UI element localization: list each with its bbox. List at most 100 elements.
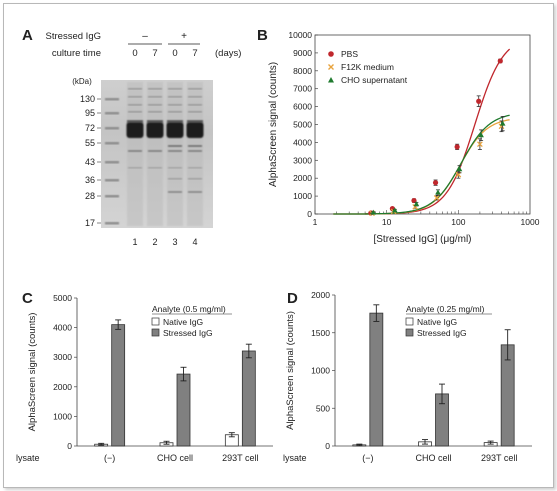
gel-marker-label: 43: [85, 157, 95, 167]
gel-faint-band: [148, 88, 162, 90]
gel-faint-band: [128, 111, 142, 113]
gel-marker-label: 72: [85, 123, 95, 133]
chart-b-y-tick-label: 5000: [293, 120, 312, 130]
chart-b-point-pbs: [476, 98, 482, 104]
chart-b: 0 1000 2000 3000 4000 5000 6000 7000 8000 9000 100…: [268, 30, 540, 245]
chart-b-legend-label: CHO supernatant: [341, 75, 408, 85]
chart-c-y-tick-label: 2000: [53, 382, 72, 392]
chart-b-point-f12k: [477, 141, 483, 148]
gel-ladder-band: [105, 142, 119, 145]
gel-time-lane2: 7: [152, 48, 157, 59]
chart-b-point-pbs: [454, 144, 460, 150]
chart-b-y-tick-label: 9000: [293, 48, 312, 58]
chart-d-y-tick-label: 1000: [311, 366, 330, 376]
chart-b-legend: PBS F12K medium CHO supernatant: [328, 49, 408, 85]
gel-marker-label: 36: [85, 175, 95, 185]
gel-ladder-band: [105, 179, 119, 182]
gel-lane-number: 2: [152, 237, 157, 247]
gel-ladder-band: [105, 98, 119, 101]
gel-lane-1: [126, 82, 144, 226]
gel-lane-4: [186, 82, 204, 226]
gel-faint-band: [148, 96, 162, 98]
chart-d-y-tick-label: 0: [325, 441, 330, 451]
chart-c-bar-stressed: [241, 350, 256, 447]
chart-b-y-tick-label: 2000: [293, 173, 312, 183]
chart-c-category-label: 293T cell: [222, 453, 258, 463]
chart-b-y-tick-label: 0: [307, 209, 312, 219]
gel-marker-label: 95: [85, 108, 95, 118]
chart-c-y-tick-label: 1000: [53, 411, 72, 421]
gel-lane-3: [166, 82, 184, 226]
chart-b-x-axis-label: [Stressed IgG] (μg/ml): [373, 234, 471, 245]
chart-b-point-cho: [456, 166, 463, 172]
gel-heavy-band: [146, 122, 164, 138]
chart-c-legend-swatch: [151, 317, 160, 326]
chart-c-y-tick-label: 5000: [53, 293, 72, 303]
gel-lane-smear: [187, 82, 203, 226]
chart-b-x-tick-label: 1: [313, 217, 318, 227]
gel-lane-number: 4: [192, 237, 197, 247]
gel-ladder-band: [105, 222, 119, 225]
chart-c-bar-stressed: [176, 373, 191, 447]
chart-d-legend-label: Stressed IgG: [417, 328, 467, 338]
chart-b-point-f12k: [433, 195, 440, 201]
gel-lane-smear: [167, 82, 183, 226]
gel-kda-label: (kDa): [72, 77, 92, 86]
chart-b-point-cho: [499, 120, 506, 126]
chart-c-lysate-label: lysate: [16, 453, 40, 463]
gel-time-lane3: 0: [172, 48, 177, 59]
gel-minor-band: [168, 167, 182, 169]
chart-c-y-axis-label: AlphaScreen signal (counts): [27, 313, 38, 432]
chart-b-point-cho: [370, 209, 377, 215]
gel-faint-band: [148, 111, 162, 113]
legend-marker-cho: [328, 77, 334, 83]
chart-b-point-pbs: [497, 58, 503, 64]
gel-faint-band: [188, 88, 202, 90]
chart-d-legend-swatch: [405, 317, 414, 326]
gel-days-label: (days): [215, 48, 241, 59]
gel-stress-minus: –: [142, 31, 148, 42]
gel-lane-smear: [127, 82, 143, 226]
legend-marker-pbs: [328, 51, 334, 57]
chart-b-fit-curve: [365, 48, 511, 215]
chart-c-legend-swatch: [151, 328, 160, 337]
gel-heavy-band: [126, 122, 144, 138]
gel-mid-band: [128, 150, 142, 152]
gel-lane-numbers: 1 2 3 4: [132, 237, 197, 247]
chart-b-point-pbs: [411, 197, 417, 204]
gel-heavy-band: [166, 122, 184, 138]
gel-faint-band: [168, 96, 182, 98]
gel-image: [101, 80, 213, 228]
gel-heavy-band: [186, 122, 204, 138]
gel-marker-label: 28: [85, 191, 95, 201]
gel-marker-labels: 130 95 72 55 43 36 28 17: [80, 94, 101, 228]
chart-c-legend-title: Analyte (0.5 mg/ml): [152, 304, 226, 314]
gel-minor-band: [148, 167, 162, 169]
gel-degradation-band: [168, 178, 182, 180]
gel-mid-band: [168, 150, 182, 152]
panel-letter-b: B: [257, 27, 268, 44]
gel-degradation-band: [168, 145, 182, 147]
chart-c-legend-label: Native IgG: [163, 317, 203, 327]
gel-mid-band: [188, 150, 202, 152]
gel-faint-band: [128, 88, 142, 90]
gel-degradation-band: [188, 191, 202, 193]
chart-d-legend-label: Native IgG: [417, 317, 457, 327]
gel-faint-band: [128, 104, 142, 106]
chart-d-y-tick-label: 500: [316, 403, 330, 413]
gel-stress-plus: +: [181, 31, 187, 42]
chart-d-y-tick-label: 1500: [311, 328, 330, 338]
chart-c-y-tick-label: 3000: [53, 352, 72, 362]
chart-b-y-axis-label: AlphaScreen signal (counts): [268, 62, 279, 187]
chart-c-category-label: (−): [104, 453, 115, 463]
chart-b-x-tick-label: 1000: [521, 217, 540, 227]
chart-b-point-cho: [392, 207, 398, 213]
gel-lane-number: 3: [172, 237, 177, 247]
panel-letter-a: A: [22, 27, 33, 44]
chart-d-legend-title: Analyte (0.25 mg/ml): [406, 304, 485, 314]
chart-d-category-label: CHO cell: [415, 453, 451, 463]
chart-d: 0 500 1000 1500 2000 AlphaScreen signal (coun…: [283, 290, 532, 463]
chart-d-category-label: (−): [362, 453, 373, 463]
